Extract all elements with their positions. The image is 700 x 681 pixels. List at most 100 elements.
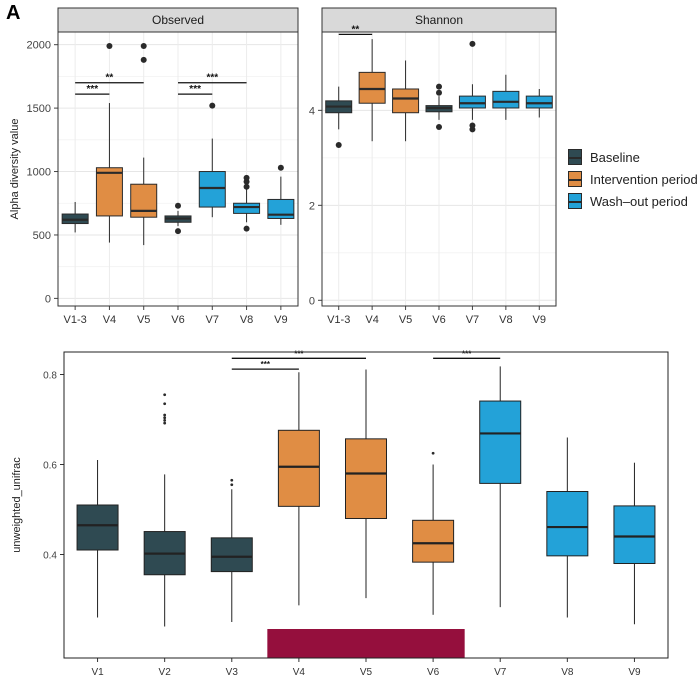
observed-facet-title: Observed — [152, 13, 204, 27]
observed-xtick-label: V9 — [274, 314, 287, 326]
unifrac-box-v2-outlier — [163, 419, 167, 422]
shannon-box-v5 — [392, 88, 420, 114]
observed-xtick-label: V1-3 — [64, 314, 87, 326]
observed-box-v8-outlier — [243, 225, 250, 232]
shannon-significance-label: ** — [352, 24, 360, 35]
legend-label-intervention: Intervention period — [590, 171, 698, 187]
unifrac-xtick-label: V1 — [91, 667, 104, 678]
shannon-box-v7 — [458, 95, 486, 109]
unifrac-xtick-label: V6 — [427, 667, 440, 678]
unifrac-box-v1 — [76, 504, 119, 551]
observed-xtick-label: V5 — [137, 314, 150, 326]
unifrac-ytick-label: 0.8 — [43, 371, 57, 382]
observed-box-v8 — [233, 202, 261, 214]
observed-box-v5-outlier — [140, 56, 147, 63]
shannon-xtick-label: V6 — [432, 314, 445, 326]
observed-box-v6-outlier — [175, 202, 181, 209]
unifrac-box-v2-outlier — [163, 416, 167, 420]
shannon-box-v6-outlier — [436, 123, 442, 130]
shannon-panel: Shannon 0 2 4 V1-3 V4 V5 V6 V7 V8 V9 ** — [309, 7, 557, 326]
shannon-box-v7-outlier — [469, 40, 476, 47]
unifrac-box-v9 — [613, 505, 656, 564]
unifrac-panel-border — [63, 351, 669, 659]
observed-box-v9-outlier — [277, 164, 284, 171]
observed-xtick-label: V4 — [103, 314, 116, 326]
observed-box-v8-outlier — [243, 183, 250, 190]
unifrac-ylabel: unweighted_unifrac — [11, 457, 23, 553]
observed-xtick-label: V8 — [240, 314, 253, 326]
unifrac-box-v3-outlier — [230, 483, 234, 487]
legend-key-intervention — [568, 171, 582, 187]
unifrac-box-v2-outlier — [163, 413, 167, 417]
observed-ytick-label: 500 — [33, 230, 51, 242]
legend-key-baseline — [568, 149, 582, 165]
unifrac-box-v3-outlier — [230, 478, 234, 482]
shannon-box-v1-3-outlier — [335, 142, 342, 149]
shannon-box-v4 — [358, 71, 386, 104]
observed-significance-label: *** — [86, 84, 98, 95]
observed-panel: Observed 0 500 1000 1500 2000 V1-3 V4 V5 V6 V7 V8 V9… — [9, 7, 299, 326]
unifrac-box-v2-outlier — [163, 421, 167, 425]
observed-ytick-label: 1000 — [27, 167, 51, 179]
shannon-ytick-label: 4 — [309, 105, 315, 117]
unifrac-xtick-label: V2 — [159, 667, 172, 678]
legend-label-washout: Wash–out period — [590, 193, 688, 209]
shannon-panel-border — [321, 31, 557, 307]
shannon-box-v7-outlier — [469, 122, 476, 129]
unifrac-xtick-label: V5 — [360, 667, 373, 678]
observed-ylabel: Alpha diversity value — [9, 119, 21, 220]
shannon-facet-title: Shannon — [415, 13, 463, 27]
unifrac-significance-label: *** — [462, 349, 472, 358]
unifrac-box-v2-outlier — [163, 402, 167, 406]
observed-box-v5-outlier — [140, 42, 147, 49]
unifrac-box-v8 — [546, 491, 589, 557]
shannon-xtick-label: V5 — [399, 314, 412, 326]
observed-xtick-label: V6 — [171, 314, 184, 326]
observed-box-v4-outlier — [106, 42, 113, 49]
unifrac-box-v6 — [412, 519, 455, 563]
observed-ytick-label: 1500 — [27, 103, 51, 115]
observed-ytick-label: 2000 — [27, 40, 51, 52]
observed-box-v5 — [130, 183, 158, 218]
observed-box-v4 — [95, 167, 123, 217]
unifrac-panel: 0.4 0.6 0.8 V1 V2 V3 V4 V5 V6 V7 V8 V9 unweighted_un… — [11, 349, 669, 678]
shannon-xtick-label: V7 — [466, 314, 479, 326]
legend-key-washout — [568, 193, 582, 209]
unifrac-xtick-label: V3 — [226, 667, 239, 678]
shannon-ytick-label: 2 — [309, 200, 315, 212]
unifrac-xtick-label: V7 — [494, 667, 507, 678]
observed-xtick-label: V7 — [206, 314, 219, 326]
unifrac-box-v5 — [345, 438, 387, 520]
shannon-strip — [321, 7, 557, 33]
shannon-xtick-label: V1-3 — [327, 314, 350, 326]
shannon-xtick-label: V9 — [533, 314, 546, 326]
observed-strip — [57, 7, 299, 33]
unifrac-xtick-label: V4 — [293, 667, 306, 678]
observed-significance-label: *** — [206, 73, 218, 84]
shannon-ytick-label: 0 — [309, 295, 315, 307]
observed-box-v7 — [198, 171, 226, 208]
unifrac-ytick-label: 0.6 — [43, 461, 57, 472]
unifrac-box-v3 — [210, 537, 253, 573]
unifrac-box-v4 — [277, 429, 320, 507]
unifrac-ytick-label: 0.4 — [43, 551, 57, 562]
observed-box-v8-outlier — [243, 174, 250, 181]
observed-significance-label: *** — [189, 84, 201, 95]
shannon-box-v6-outlier — [436, 89, 442, 96]
unifrac-highlight-bar — [267, 629, 465, 658]
shannon-box-v6-outlier — [436, 83, 442, 90]
unifrac-box-v7 — [479, 400, 522, 484]
observed-ytick-label: 0 — [45, 293, 51, 305]
legend: Baseline Intervention period Wash–out pe… — [568, 146, 698, 212]
shannon-xtick-label: V8 — [499, 314, 512, 326]
observed-box-v6-outlier — [175, 228, 181, 235]
legend-item-baseline: Baseline — [568, 146, 698, 168]
shannon-xtick-label: V4 — [365, 314, 378, 326]
unifrac-box-v2-outlier — [163, 393, 167, 397]
observed-panel-border — [57, 31, 299, 307]
shannon-box-v9 — [525, 95, 553, 109]
legend-item-washout: Wash–out period — [568, 190, 698, 212]
legend-item-intervention: Intervention period — [568, 168, 698, 190]
panel-label: A — [6, 2, 21, 24]
